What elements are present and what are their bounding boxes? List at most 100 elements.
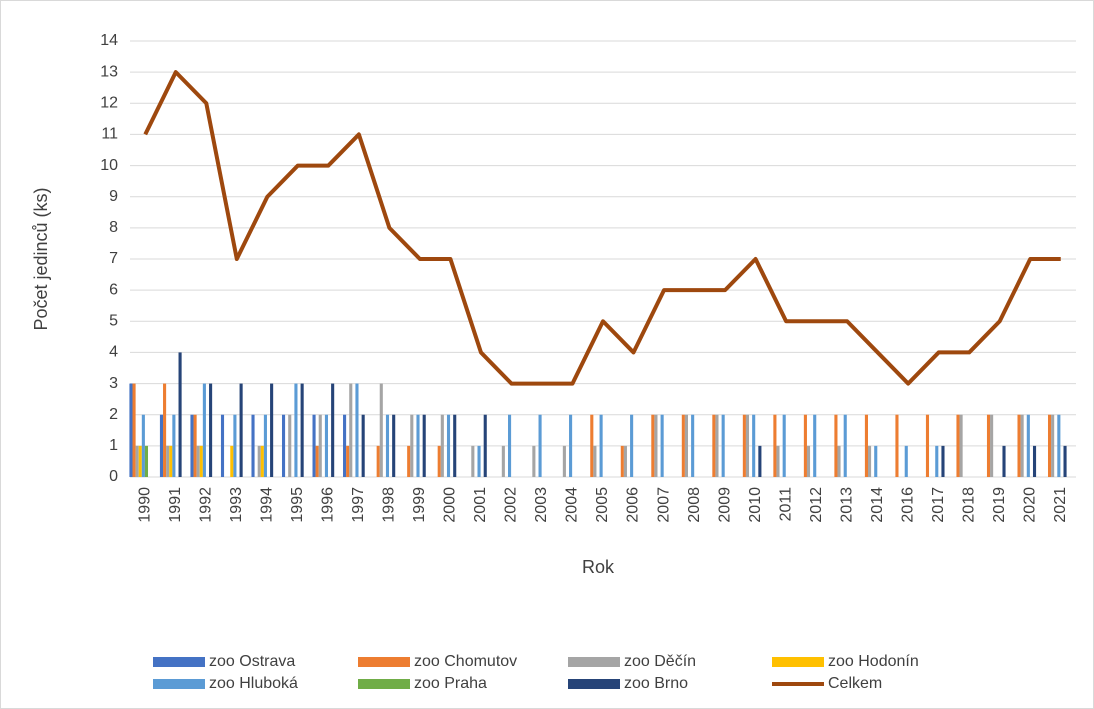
bar (925, 414, 930, 477)
bar (956, 414, 960, 477)
bar (385, 414, 390, 477)
bar (199, 445, 203, 477)
x-tick-label: 2003 (533, 487, 550, 523)
x-tick-label: 1990 (136, 487, 153, 523)
x-tick-label: 2009 (716, 487, 733, 523)
bar (202, 383, 206, 477)
bar (681, 414, 685, 477)
y-tick-label: 8 (109, 219, 118, 236)
bar (843, 414, 847, 477)
bar (437, 445, 441, 477)
x-tick-label: 1991 (167, 487, 184, 523)
bar (593, 445, 597, 477)
y-tick-label: 5 (109, 313, 118, 330)
bar (742, 414, 746, 477)
bar (986, 414, 991, 477)
x-tick-label: 2017 (930, 487, 947, 523)
y-tick-label: 11 (101, 126, 118, 143)
legend-label: zoo Brno (624, 675, 688, 692)
bar (1047, 414, 1052, 477)
bar (758, 445, 762, 477)
bar (623, 445, 627, 477)
legend-label: zoo Ostrava (209, 653, 295, 670)
bar (129, 383, 133, 477)
bar (315, 445, 319, 477)
bar (440, 414, 444, 477)
bar (782, 414, 786, 477)
bar (501, 445, 505, 477)
bar (508, 414, 512, 477)
bar (263, 414, 267, 477)
y-tick-label: 14 (100, 32, 118, 49)
bar (654, 414, 658, 477)
legend-swatch (568, 679, 620, 689)
bar (803, 414, 807, 477)
bar (349, 383, 353, 477)
bar (361, 414, 365, 477)
x-tick-label: 2010 (747, 487, 764, 523)
bar (1063, 445, 1067, 477)
bar (874, 445, 878, 477)
legend-swatch (358, 679, 410, 689)
y-axis-label: Počet jedinců (ks) (31, 187, 51, 330)
x-tick-label: 2008 (686, 487, 703, 523)
bar (135, 445, 139, 477)
bar (745, 414, 750, 477)
bar (379, 383, 383, 477)
bar (257, 445, 261, 477)
bar (620, 445, 624, 477)
bar (895, 414, 899, 477)
y-tick-label: 12 (100, 95, 118, 112)
bar (138, 445, 142, 477)
bar (721, 414, 725, 477)
legend-swatch (153, 679, 205, 689)
bar (141, 414, 145, 477)
x-tick-label: 2020 (1021, 487, 1038, 523)
bar (407, 445, 411, 477)
x-tick-label: 2019 (991, 487, 1008, 523)
bar (410, 414, 414, 477)
x-tick-label: 2002 (503, 487, 520, 523)
bar (453, 414, 457, 477)
bar (166, 445, 170, 477)
y-tick-label: 3 (109, 375, 118, 392)
bar (477, 445, 481, 477)
y-tick-label: 4 (109, 344, 118, 361)
y-tick-label: 2 (109, 406, 118, 423)
bar (806, 445, 811, 477)
bar (251, 414, 255, 477)
bar (270, 383, 274, 477)
bar (294, 383, 298, 477)
y-tick-label: 9 (109, 188, 118, 205)
bar (312, 414, 316, 477)
bar (590, 414, 594, 477)
y-tick-label: 1 (109, 437, 118, 454)
bar (416, 414, 420, 477)
bar (1020, 414, 1024, 477)
bar (715, 414, 719, 477)
bar (813, 414, 817, 477)
legend-swatch (153, 657, 205, 667)
bar (990, 414, 994, 477)
x-tick-label: 2016 (899, 487, 916, 523)
x-tick-label: 2013 (838, 487, 855, 523)
x-tick-label: 2000 (442, 487, 459, 523)
bar (392, 414, 396, 477)
x-tick-label: 1999 (411, 487, 428, 523)
x-tick-label: 1998 (381, 487, 398, 523)
bar (959, 414, 963, 477)
legend-label: zoo Hodonín (828, 653, 919, 670)
x-tick-label: 2012 (808, 487, 825, 523)
bar (538, 414, 542, 477)
bar (660, 414, 664, 477)
bar (834, 414, 838, 477)
y-tick-label: 6 (109, 281, 118, 298)
x-tick-label: 1997 (350, 487, 367, 523)
bar (1026, 414, 1030, 477)
bar (941, 445, 945, 477)
legend-label: zoo Hluboká (209, 675, 298, 692)
bar (864, 414, 868, 477)
line (143, 70, 1061, 386)
bar (331, 383, 335, 477)
